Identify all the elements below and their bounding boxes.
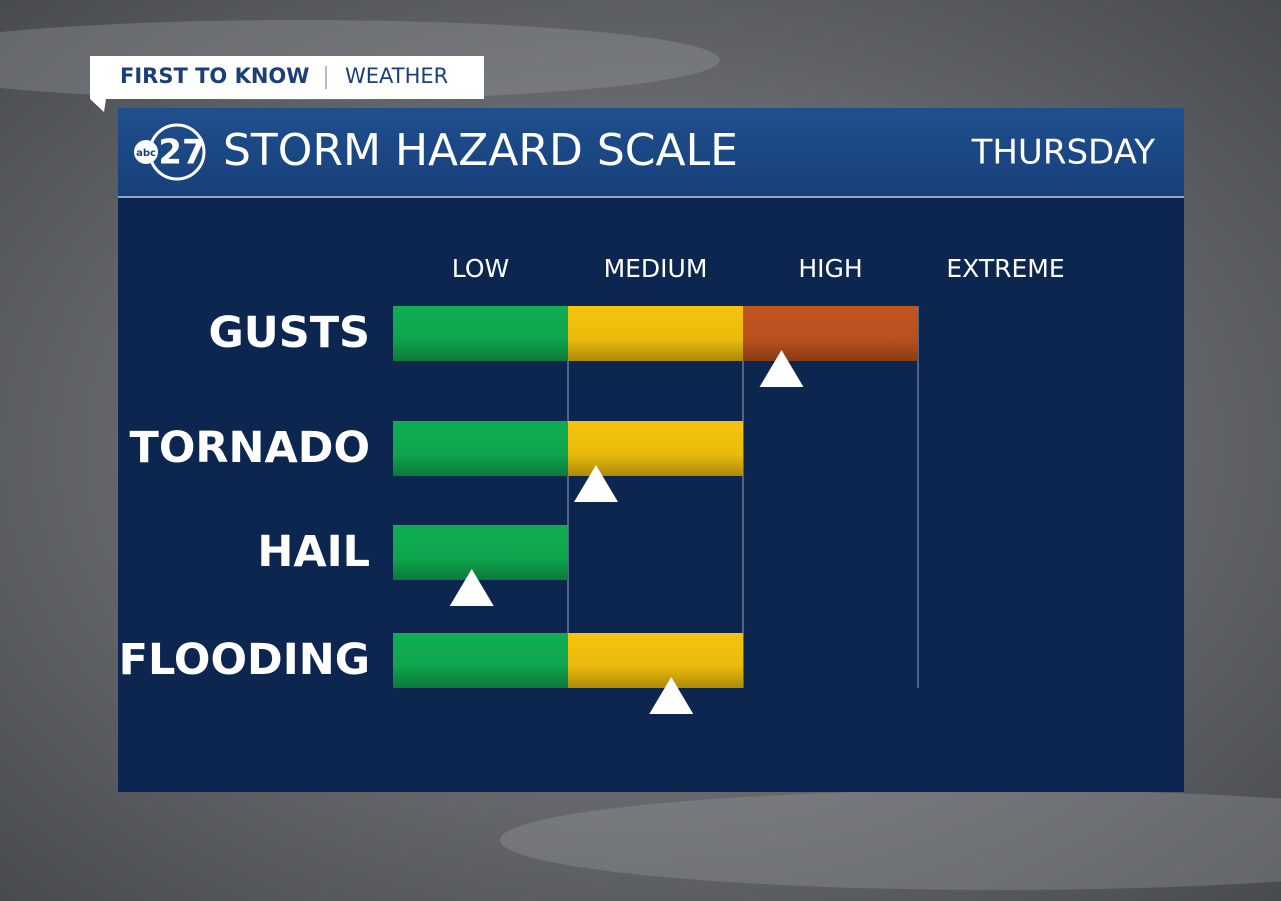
banner bbox=[90, 56, 484, 112]
marker bbox=[449, 569, 494, 606]
bar-shade bbox=[393, 525, 568, 580]
cloud bbox=[500, 790, 1281, 890]
bar-shade bbox=[568, 633, 743, 688]
logo-badge bbox=[134, 140, 158, 164]
level-label: MEDIUM bbox=[604, 254, 708, 283]
level-label: EXTREME bbox=[946, 254, 1064, 283]
logo-channel: 27 bbox=[158, 133, 205, 173]
bar-shade bbox=[393, 421, 568, 476]
hazard-label: FLOODING bbox=[119, 635, 370, 685]
day: THURSDAY bbox=[971, 133, 1156, 173]
banner-brand: FIRST TO KNOW bbox=[120, 64, 309, 88]
title: STORM HAZARD SCALE bbox=[223, 125, 738, 176]
level-label: LOW bbox=[452, 254, 509, 283]
scale: LOW MEDIUM HIGH EXTREME GUSTS TORNADO HAIL FLOO… bbox=[119, 254, 1065, 714]
bar-shade bbox=[568, 306, 743, 361]
hazard-label: HAIL bbox=[257, 527, 370, 577]
bar-shade bbox=[393, 633, 568, 688]
marker bbox=[574, 465, 618, 502]
bar-shade bbox=[743, 306, 918, 361]
hazard-label: TORNADO bbox=[129, 423, 370, 473]
marker bbox=[649, 677, 694, 714]
bar-shade bbox=[568, 421, 743, 476]
bar-shade bbox=[393, 306, 568, 361]
logo-network: abc bbox=[136, 148, 156, 159]
marker bbox=[759, 350, 804, 387]
level-label: HIGH bbox=[798, 254, 862, 283]
banner-section: WEATHER bbox=[345, 64, 448, 88]
header bbox=[118, 108, 1184, 196]
hazard-label: GUSTS bbox=[209, 308, 370, 358]
